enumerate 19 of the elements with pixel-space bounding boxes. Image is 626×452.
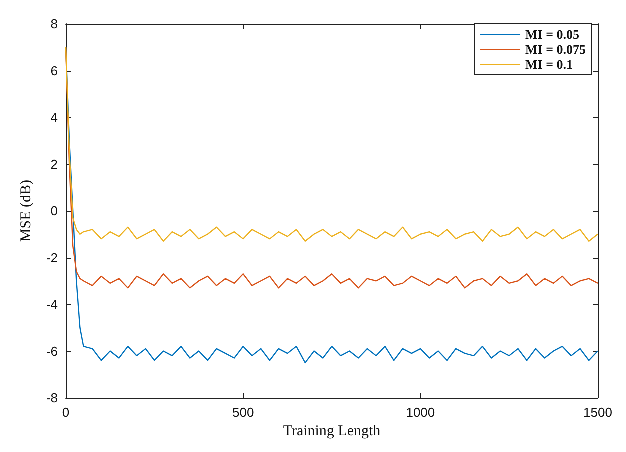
legend-label: MI = 0.1 bbox=[526, 57, 574, 72]
y-tick-label: 6 bbox=[50, 63, 58, 78]
y-tick-label: 4 bbox=[50, 110, 58, 125]
y-tick-label: -8 bbox=[46, 390, 58, 406]
x-tick-label: 0 bbox=[62, 405, 70, 420]
y-tick-label: 0 bbox=[50, 204, 58, 218]
legend-label: MI = 0.05 bbox=[526, 27, 580, 42]
y-axis-title: MSE (dB) bbox=[18, 180, 34, 242]
y-tick-label: 8 bbox=[50, 16, 58, 32]
x-tick-label: 1500 bbox=[584, 405, 612, 420]
legend-label: MI = 0.075 bbox=[526, 42, 586, 57]
line-series bbox=[65, 46, 599, 242]
x-axis-title: Training Length bbox=[283, 423, 382, 440]
y-tick-label: 2 bbox=[50, 156, 58, 172]
y-tick-label: -2 bbox=[46, 250, 58, 266]
x-tick-label: 500 bbox=[232, 405, 254, 420]
y-tick-label: -4 bbox=[46, 297, 58, 312]
x-tick-label: 1000 bbox=[406, 405, 436, 420]
y-tick-label: -6 bbox=[46, 344, 58, 359]
